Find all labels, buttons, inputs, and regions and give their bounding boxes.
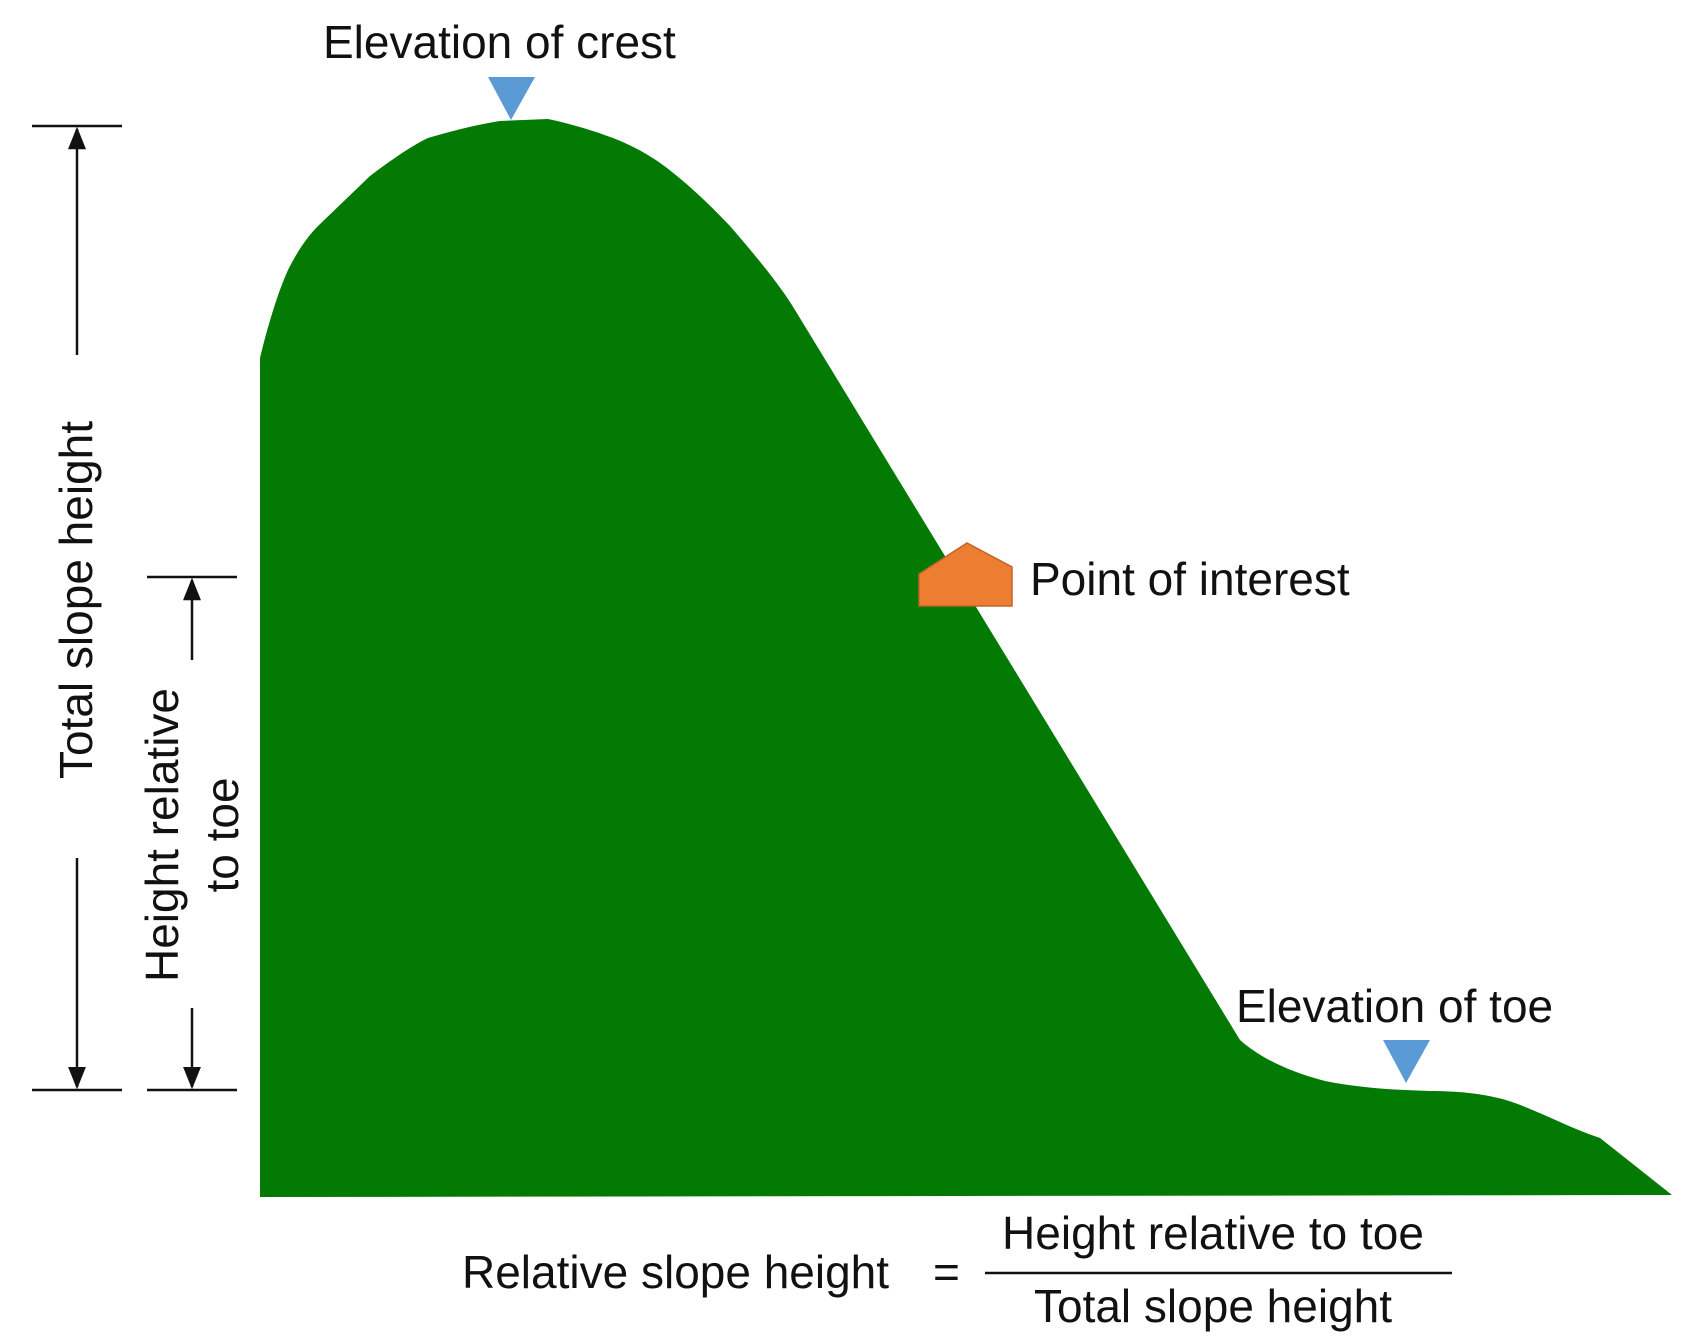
crest-marker-icon (488, 77, 535, 120)
slope-profile (260, 119, 1672, 1197)
point-of-interest-label: Point of interest (1030, 553, 1350, 605)
formula-denominator: Total slope height (1034, 1280, 1392, 1332)
crest-label: Elevation of crest (323, 16, 676, 68)
formula-numerator: Height relative to toe (1002, 1207, 1424, 1259)
height-relative-label-line2: to toe (196, 777, 248, 892)
toe-label: Elevation of toe (1236, 980, 1553, 1032)
point-of-interest-icon (918, 542, 1013, 607)
height-relative-label-line1: Height relative (136, 688, 188, 982)
total-slope-height-label: Total slope height (50, 421, 102, 779)
formula-lhs: Relative slope height (462, 1246, 889, 1298)
formula-equals: = (933, 1246, 960, 1298)
toe-marker-icon (1383, 1040, 1430, 1083)
